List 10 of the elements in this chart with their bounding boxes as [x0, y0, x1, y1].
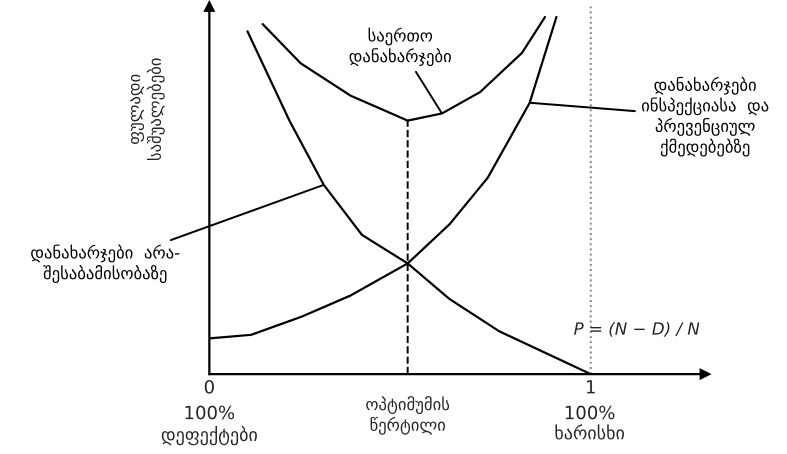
ref-line-label: ოპტიმუმის წერტილი: [366, 396, 450, 435]
text: დანახარჯები ინსპექციასა და პრევენციულ ქმედებებზე: [642, 76, 768, 157]
series-label: საერთო დანახარჯები: [350, 28, 451, 66]
y-axis-title: ფულადი საშუალებები: [130, 58, 165, 160]
annotation: P = (N − D) / N: [574, 322, 700, 337]
text: დანახარჯები არა- შესაბამისობაზე: [31, 244, 180, 284]
text: 100% ხარისხი: [556, 406, 624, 440]
x-tick-label: 1: [586, 380, 595, 394]
text: 100% დეფექტები: [162, 406, 257, 446]
x-tick-label: 0: [204, 380, 214, 394]
